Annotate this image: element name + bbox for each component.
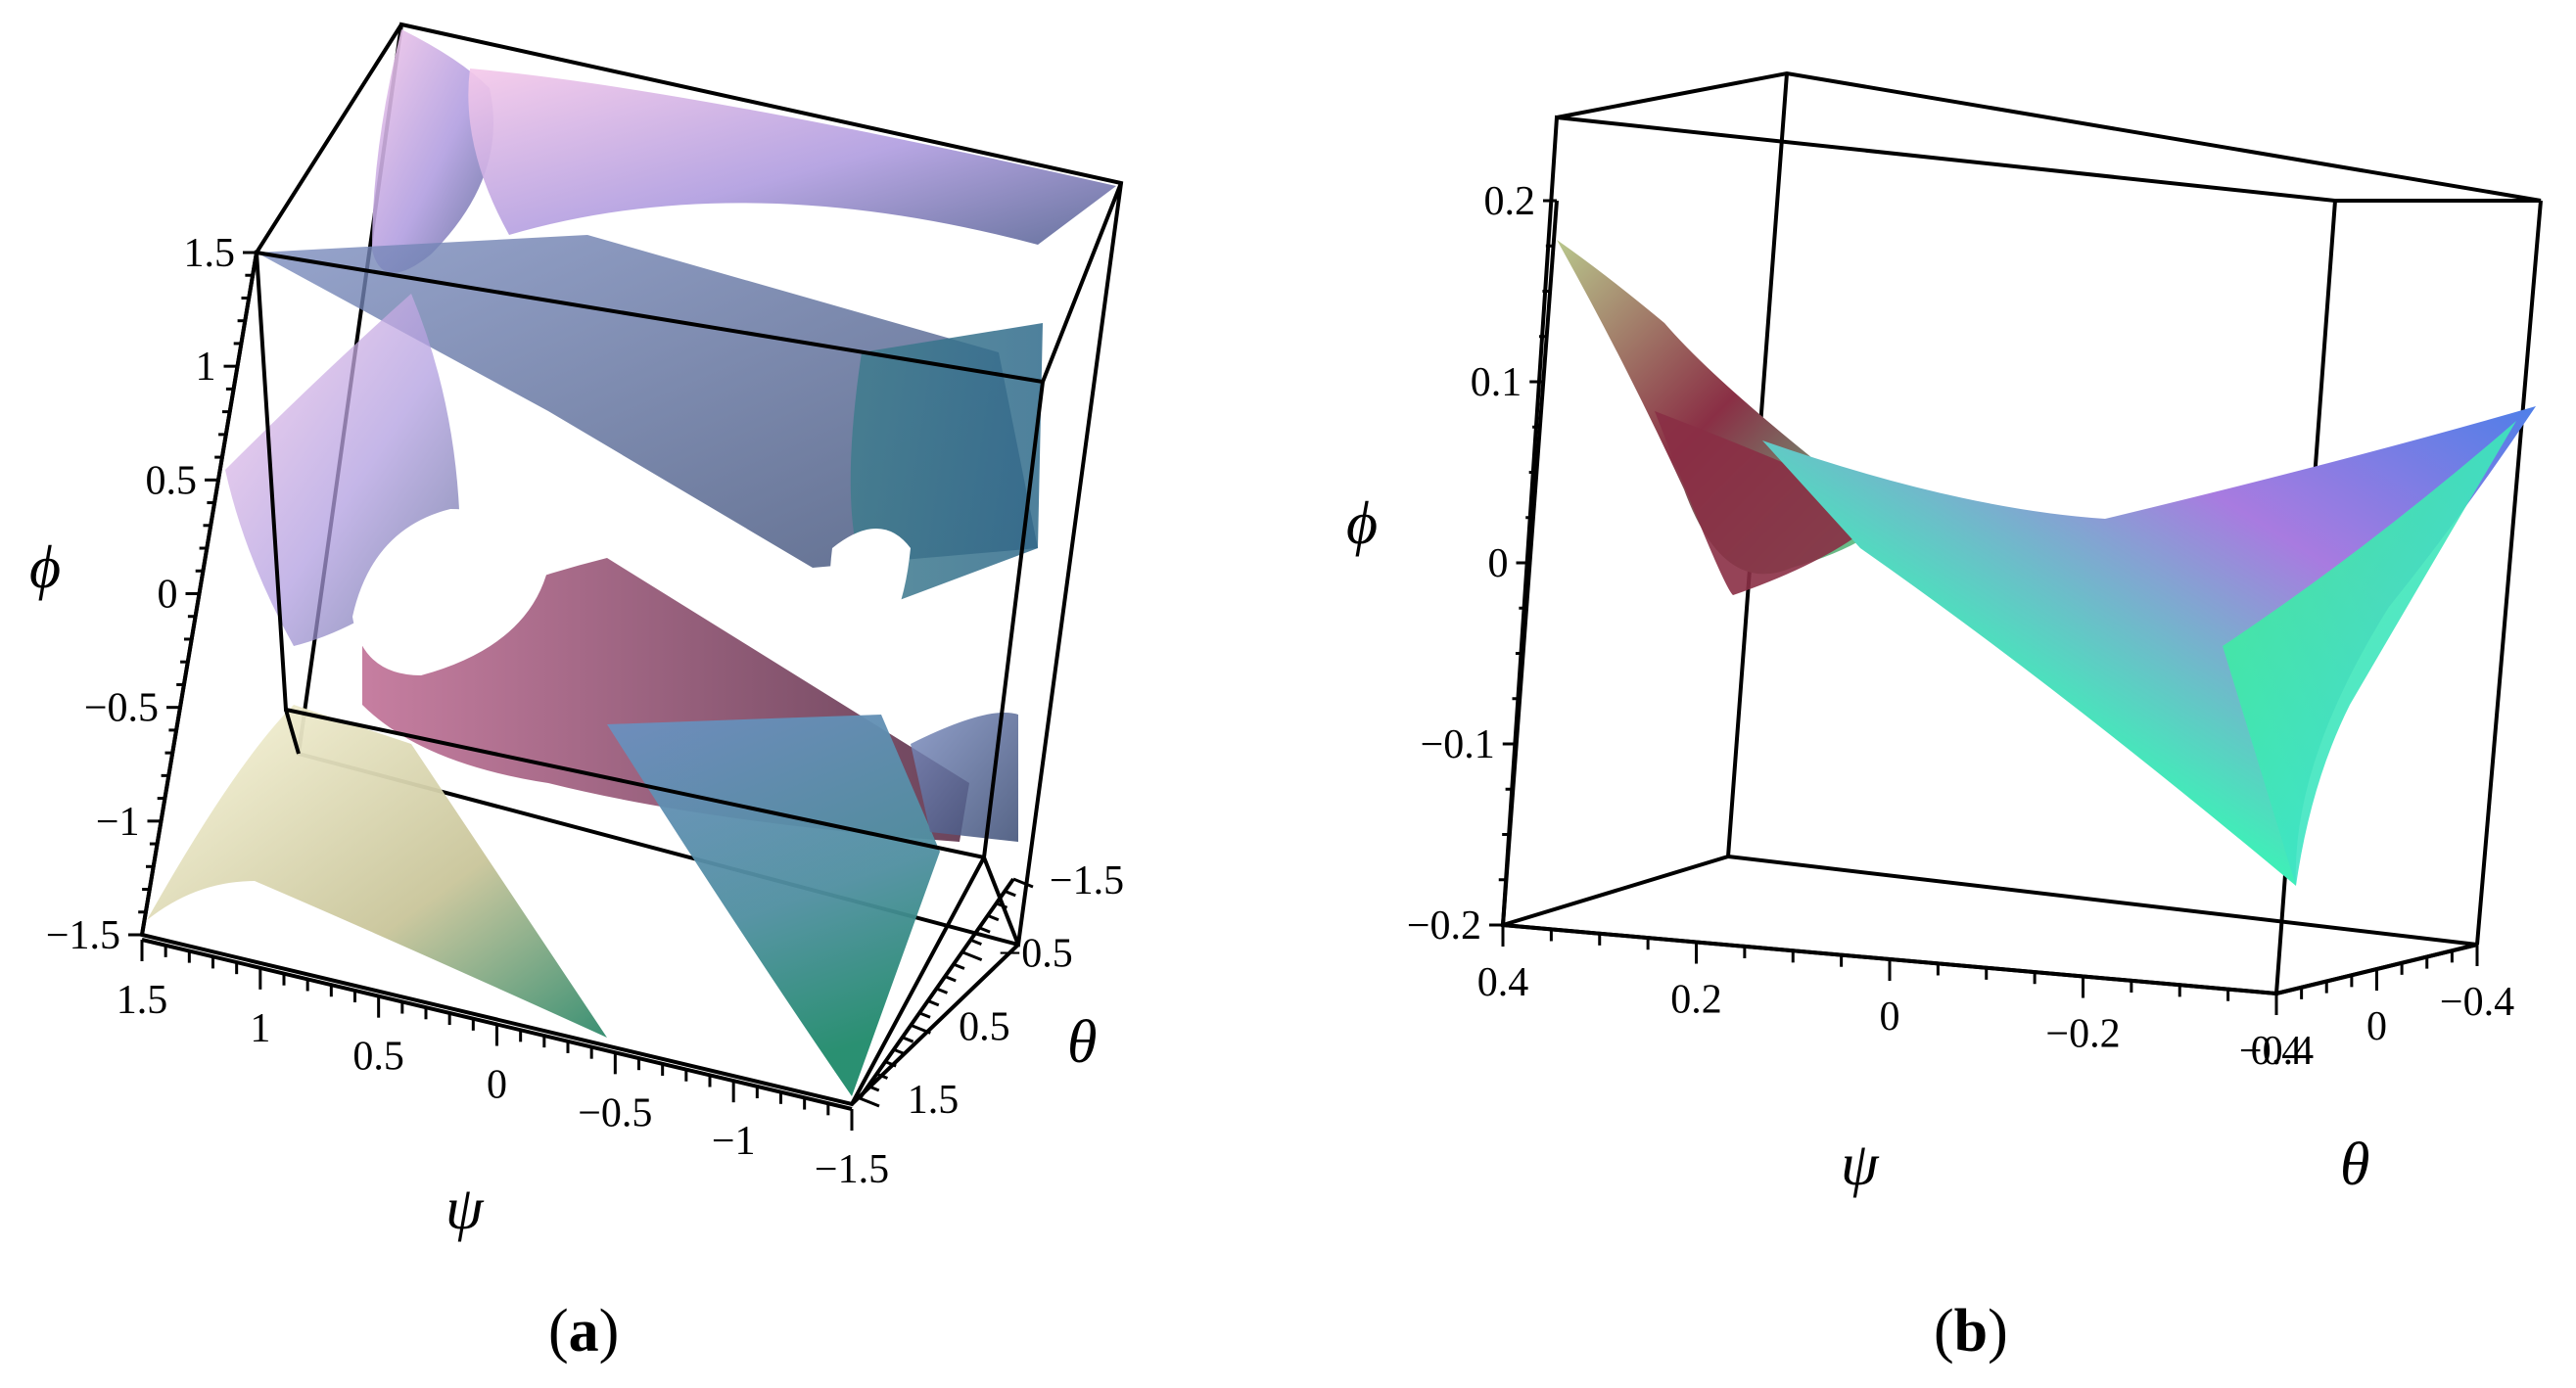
box-edge (255, 23, 1123, 946)
y-axis: 0.4 0 −0.4 (2251, 943, 2514, 1074)
surface-cream-wedge (147, 705, 607, 1038)
x-axis-title: ψ (1841, 1132, 1880, 1198)
x-axis-tick-label: −0.2 (2045, 1012, 2120, 1057)
z-axis-tick-label: −0.2 (1407, 903, 1481, 948)
z-axis-tick-label: −0.1 (1421, 722, 1495, 767)
y-axis-tick (1012, 877, 1034, 889)
box-edge (1556, 70, 2542, 203)
y-axis-title: θ (1067, 1009, 1097, 1076)
surface-hole-rim (352, 509, 548, 675)
z-axis-tick-label: 0.5 (146, 458, 198, 503)
z-axis: 1.5 1 0.5 0 −0.5 −1 −1.5 (46, 231, 258, 958)
y-axis-tick (902, 1036, 914, 1043)
surface-maroon-dip (1655, 411, 1890, 595)
x-axis-tick-label: 1.5 (117, 978, 168, 1023)
y-axis-tick-label: −0.5 (999, 932, 1073, 977)
x-axis: 1.5 1 0.5 0 −0.5 −1 −1.5 (117, 938, 889, 1192)
z-axis-tick-label: 0 (1488, 541, 1509, 586)
y-axis-tick (867, 1085, 880, 1092)
x-axis: 0.4 0.2 0 −0.2 −0.4 (1477, 923, 2314, 1074)
y-axis-tick (987, 913, 1000, 922)
y-axis-tick (910, 1023, 931, 1035)
surface-slate-sheet (257, 235, 1038, 568)
z-axis-tick-label: −0.5 (84, 686, 159, 731)
surface-blue-green (607, 715, 940, 1096)
y-axis-tick-label: 0.5 (959, 1004, 1010, 1049)
y-axis-tick (893, 1047, 906, 1056)
x-axis-title: ψ (445, 1176, 485, 1242)
z-axis-tick-label: 0 (158, 573, 178, 618)
y-axis-tick (859, 1096, 880, 1108)
caption-a: (a) (548, 1298, 619, 1365)
surface-violet-band (468, 69, 1116, 245)
y-axis-tick (969, 938, 982, 947)
x-axis-tick-label: 0 (487, 1063, 507, 1108)
x-axis-tick-label: 1 (250, 1006, 270, 1051)
x-axis-tick-label: −0.4 (2239, 1029, 2314, 1074)
z-axis-tick-label: 0.2 (1484, 179, 1536, 224)
x-axis-tick-label: 0.4 (1477, 960, 1529, 1005)
surface-center-hole (829, 529, 911, 666)
y-axis-tick-label: 1.5 (908, 1078, 960, 1123)
z-axis-tick-label: 1.5 (184, 231, 236, 276)
panel-b-plot: 0.2 0.1 0 −0.1 −0.2 0.4 0.2 0 −0.2 −0.4 0.4 0 −0.4… (1346, 70, 2543, 1365)
surface-cyan-lobe (2223, 421, 2516, 886)
x-axis-tick-label: 0.2 (1670, 978, 1722, 1023)
surface-pink (372, 29, 493, 273)
y-axis-tick (961, 950, 983, 962)
panel-a-plot: 1.5 1 0.5 0 −0.5 −1 −1.5 1.5 1 0.5 0 −0.5 −1 −1.5 −1… (29, 22, 1124, 1365)
x-axis-tick-label: −1.5 (815, 1147, 889, 1192)
y-axis-tick (953, 962, 965, 970)
z-axis-title: ϕ (29, 534, 61, 601)
x-axis-tick-label: −1 (712, 1119, 756, 1164)
y-axis-tick-label: −0.4 (2440, 980, 2514, 1025)
box-edge (2475, 200, 2543, 946)
y-axis-tick-label: 0.4 (2251, 1029, 2303, 1074)
z-axis-tick-label: −1.5 (46, 913, 120, 958)
y-axis-tick (978, 926, 991, 934)
y-axis-tick (995, 902, 1008, 909)
y-axis-tick-label: −1.5 (1050, 858, 1124, 903)
y-axis-tick-label: 0 (2366, 1004, 2387, 1049)
y-axis-tick (935, 987, 949, 995)
z-axis-tick-label: −1 (96, 800, 140, 845)
caption-b: (b) (1934, 1298, 2008, 1365)
surface-main-sheet (1762, 406, 2536, 886)
y-axis-title: θ (2340, 1132, 2369, 1198)
y-axis-tick (875, 1072, 889, 1080)
x-axis-tick-label: 0.5 (352, 1035, 404, 1080)
y-axis-tick (918, 1011, 931, 1019)
x-axis-tick-label: −0.5 (578, 1090, 652, 1135)
y-axis-tick (884, 1060, 897, 1068)
y-axis: −1.5 −0.5 0.5 1.5 (858, 858, 1124, 1123)
z-axis-title: ϕ (1346, 490, 1378, 557)
x-axis-tick-label: 0 (1880, 995, 1900, 1040)
y-axis-tick (944, 975, 957, 983)
y-axis-tick (1004, 890, 1016, 898)
z-axis: 0.2 0.1 0 −0.1 −0.2 (1407, 179, 1559, 948)
y-axis-tick (927, 999, 940, 1007)
box-edge (850, 943, 1020, 1106)
z-axis-tick-label: 1 (196, 345, 216, 390)
surface-teal-right (850, 323, 1043, 607)
z-axis-tick-label: 0.1 (1471, 360, 1522, 405)
